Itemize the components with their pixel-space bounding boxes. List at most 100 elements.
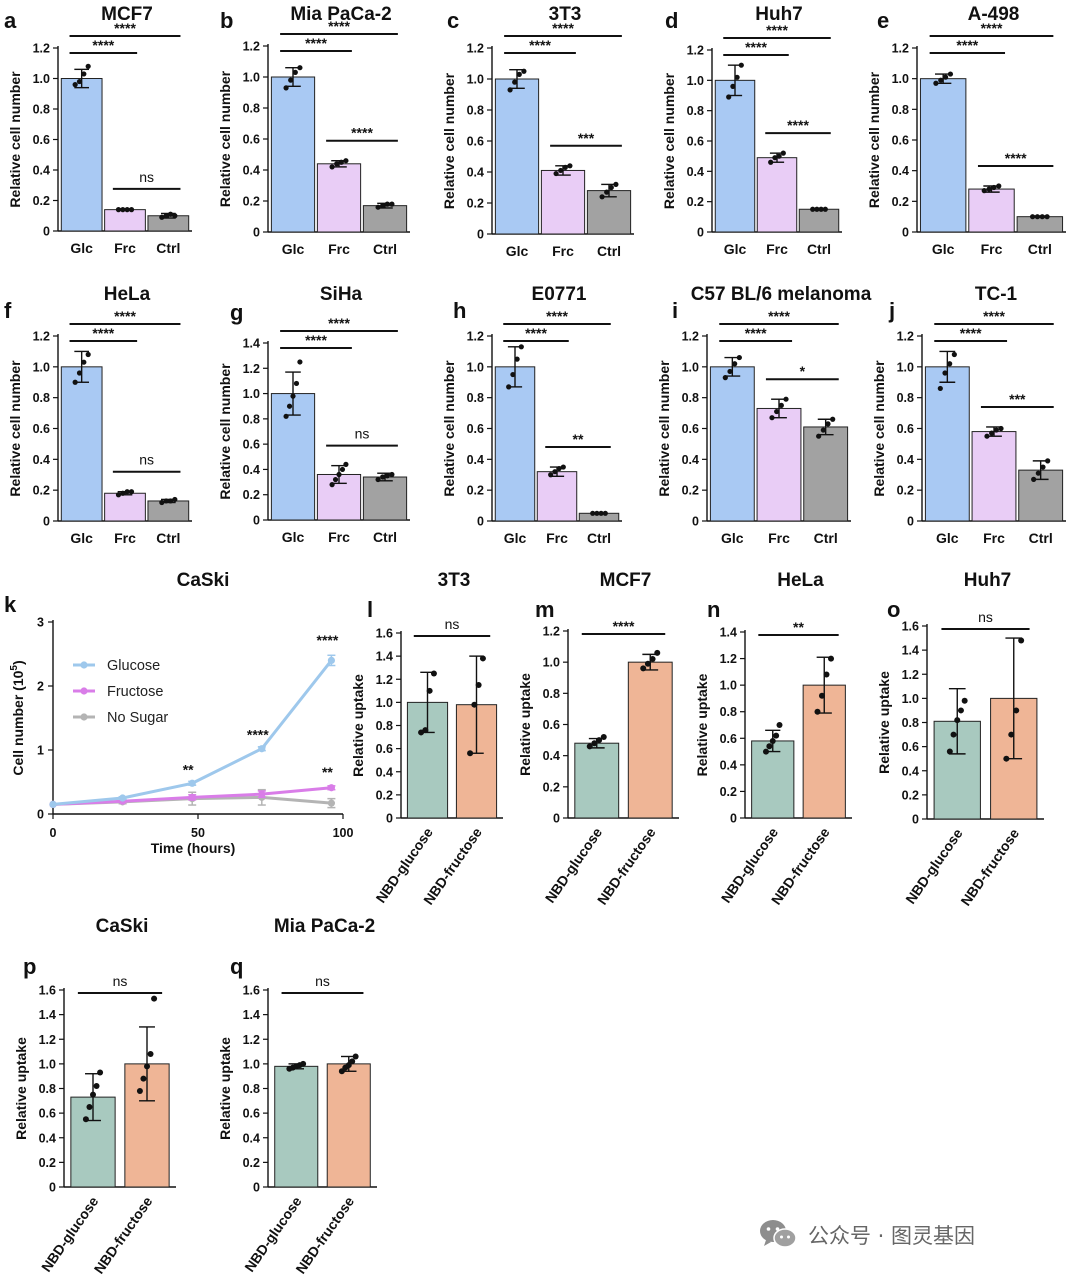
data-point (604, 189, 610, 195)
y-axis-label: Relative cell number (441, 72, 457, 209)
data-point (778, 402, 784, 408)
y-tick-label: 0.2 (892, 195, 909, 209)
category-label: Frc (552, 243, 574, 259)
y-tick-label: 1.2 (687, 44, 704, 58)
panel-title: Mia PaCa-2 (290, 4, 391, 25)
significance-label: **** (328, 315, 350, 331)
panel-title: Huh7 (964, 570, 1012, 591)
data-point (769, 737, 776, 744)
bar-0 (274, 1065, 319, 1188)
data-point (810, 206, 816, 212)
category-label: Glc (721, 530, 744, 546)
legend-marker (80, 661, 88, 669)
legend-label: Fructose (107, 684, 163, 700)
y-tick-label: 0 (253, 226, 260, 240)
y-tick-label: 0.8 (467, 391, 484, 405)
category-label: NBD-fructose (957, 825, 1022, 908)
significance-label: ns (355, 426, 370, 442)
data-point (942, 370, 948, 376)
category-label: Ctrl (1028, 241, 1052, 257)
data-point (818, 692, 825, 699)
y-tick-label: 0.8 (33, 391, 50, 405)
data-point (329, 482, 335, 488)
data-point (1013, 707, 1020, 714)
legend-label: No Sugar (107, 710, 168, 726)
y-tick-label: 0.8 (33, 103, 50, 117)
data-point (1035, 470, 1041, 476)
panel-letter: h (453, 298, 466, 323)
bar-0 (714, 79, 756, 233)
legend-marker (80, 713, 88, 721)
y-tick-label: 0.2 (687, 195, 704, 209)
bar-2 (1016, 216, 1064, 233)
bar-0 (751, 740, 795, 819)
data-point (1031, 476, 1037, 482)
panel-letter: i (672, 298, 678, 323)
data-point (590, 510, 596, 516)
data-point (86, 1103, 93, 1110)
data-point (380, 474, 386, 480)
series-point (188, 779, 196, 787)
y-tick-label: 1 (37, 744, 44, 758)
series-point (258, 790, 266, 798)
y-tick-label: 0.2 (33, 484, 50, 498)
panel-letter: j (888, 298, 895, 323)
y-tick-label: 0.8 (243, 102, 260, 116)
data-point (773, 732, 780, 739)
panel-title: HeLa (777, 570, 824, 591)
y-tick-label: 0.2 (902, 788, 919, 802)
data-point (159, 214, 165, 220)
data-point (1034, 214, 1041, 220)
panel-title: TC-1 (975, 284, 1018, 305)
y-tick-label: 0.8 (243, 1082, 260, 1096)
y-tick-label: 0.2 (467, 484, 484, 498)
significance-label: ns (139, 452, 154, 468)
y-axis-label: Relative cell number (661, 72, 677, 209)
y-tick-label: 0.4 (720, 758, 737, 772)
significance-label: **** (613, 618, 635, 634)
y-tick-label: 0.6 (376, 742, 393, 756)
category-label: NBD-glucose (902, 825, 966, 906)
panel-k: k CaSki 0 1 2 3 0 50 100 Time (hours) Cell number … (4, 570, 353, 856)
category-label: Glc (70, 240, 93, 256)
y-tick-label: 1.2 (376, 673, 393, 687)
data-point (283, 413, 289, 419)
y-tick-label: 1.4 (243, 337, 260, 351)
bar-2 (147, 500, 190, 522)
significance-label: **** (92, 37, 114, 53)
data-point (738, 62, 744, 68)
panel-o: o Huh7 0 0.2 0.4 0.6 0.8 1.0 1.2 1.4 1.6 Relative u… (876, 570, 1044, 909)
panel-i: i C57 BL/6 melanoma 0 0.2 0.4 0.6 0.8 1.0 1.2 Rel… (656, 284, 872, 546)
y-axis-label: Relative uptake (694, 673, 710, 776)
data-point (76, 370, 83, 376)
data-point (389, 471, 395, 478)
category-label: Glc (936, 530, 959, 546)
series-point (119, 794, 127, 802)
data-point (332, 476, 339, 483)
data-point (172, 213, 178, 219)
y-tick-label: 1.0 (902, 692, 919, 706)
y-tick-label: 0 (907, 515, 914, 529)
data-point (991, 184, 997, 191)
significance-label: ** (573, 431, 584, 447)
significance-label: **** (956, 37, 978, 53)
data-point (726, 94, 732, 100)
data-point (352, 1053, 359, 1060)
significance-label: ** (322, 764, 333, 780)
y-tick-label: 1.2 (902, 668, 919, 682)
data-point (772, 155, 778, 161)
series-point (327, 784, 335, 792)
data-point (600, 733, 607, 740)
bar-2 (362, 476, 408, 521)
category-label: Frc (983, 530, 1005, 546)
y-tick-label: 1.0 (376, 696, 393, 710)
data-point (823, 671, 830, 678)
y-tick-label: 0.4 (543, 749, 560, 763)
y-tick-label: 0.8 (720, 705, 737, 719)
y-tick-label: 0.4 (467, 166, 484, 180)
y-tick-label: 1.0 (720, 679, 737, 693)
y-tick-label: 0.8 (682, 391, 699, 405)
y-tick-label: 1.2 (33, 330, 50, 344)
data-point (292, 69, 298, 75)
y-tick-label: 0.2 (543, 780, 560, 794)
